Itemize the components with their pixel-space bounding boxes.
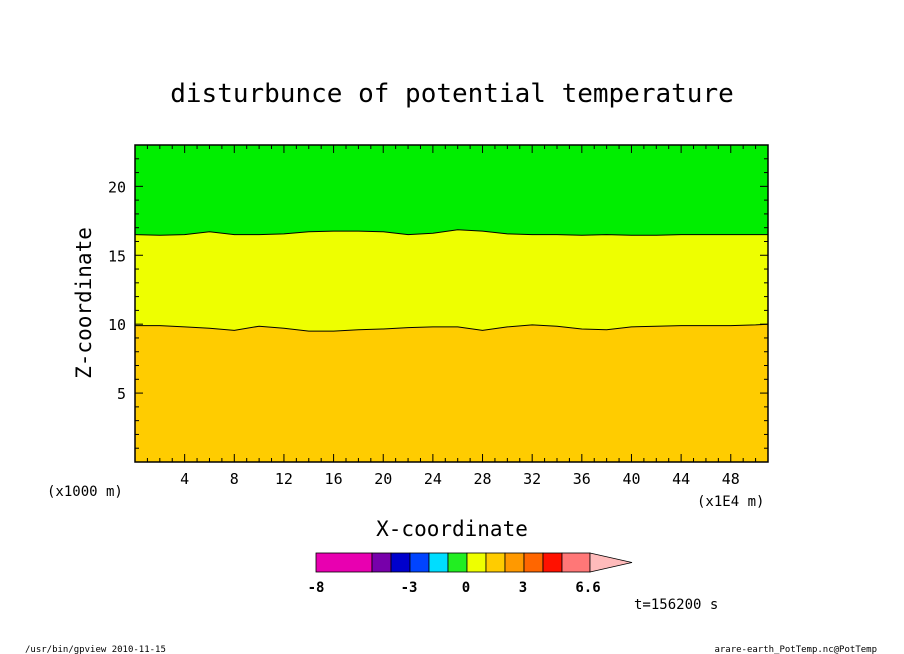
- x-tick-label: 36: [573, 470, 591, 488]
- band-minus1-to-0: [135, 145, 768, 236]
- y-axis-unit: (x1000 m): [47, 484, 123, 500]
- x-tick-label: 12: [275, 470, 293, 488]
- colorbar-tick-label: -3: [401, 580, 418, 596]
- colorbar-cell: [504, 552, 525, 573]
- x-tick-label: 24: [424, 470, 442, 488]
- colorbar-tick-label: -8: [308, 580, 325, 596]
- time-label: t=156200 s: [634, 597, 718, 613]
- x-tick-label: 44: [672, 470, 690, 488]
- colorbar-cell: [466, 552, 487, 573]
- y-tick-label: 5: [117, 385, 126, 403]
- colorbar-cell: [561, 552, 591, 573]
- band-1-to-2: [135, 324, 768, 462]
- contour-lines: [134, 229, 769, 332]
- colorbar-cell: [371, 552, 392, 573]
- colorbar-tick-label: 6.6: [575, 580, 600, 596]
- chart-title: disturbunce of potential temperature: [170, 79, 734, 109]
- plot-frame: [134, 144, 769, 463]
- colorbar-cell: [447, 552, 468, 573]
- y-tick-label: 20: [108, 178, 126, 196]
- x-tick-label: 4: [180, 470, 189, 488]
- colorbar-cell: [315, 552, 373, 573]
- contour-bands: [135, 145, 768, 462]
- x-axis-label: X-coordinate: [376, 517, 528, 541]
- y-tick-label: 10: [108, 316, 126, 334]
- colorbar-extension-arrow: [589, 552, 633, 573]
- colorbar: -8 -3 0 3 6.6: [308, 552, 633, 596]
- x-tick-label: 32: [523, 470, 541, 488]
- x-tick-label: 48: [722, 470, 740, 488]
- footer-right: arare-earth_PotTemp.nc@PotTemp: [714, 645, 877, 654]
- x-tick-label: 8: [230, 470, 239, 488]
- x-tick-label: 20: [374, 470, 392, 488]
- colorbar-cell: [390, 552, 411, 573]
- colorbar-cell: [409, 552, 430, 573]
- y-axis-label: Z-coordinate: [72, 227, 96, 379]
- x-tick-label: 40: [622, 470, 640, 488]
- colorbar-cell: [428, 552, 449, 573]
- colorbar-tick-label: 3: [519, 580, 527, 596]
- y-tick-label: 15: [108, 247, 126, 265]
- x-tick-label: 28: [473, 470, 491, 488]
- x-tick-label: 16: [325, 470, 343, 488]
- footer-left: /usr/bin/gpview 2010-11-15: [25, 645, 166, 654]
- x-axis-unit: (x1E4 m): [697, 494, 764, 510]
- contour-line-level-1: [135, 323, 769, 332]
- contour-line-level-0: [134, 229, 768, 236]
- colorbar-cell: [485, 552, 506, 573]
- band-0-to-1: [135, 229, 768, 332]
- colorbar-cell: [542, 552, 563, 573]
- colorbar-tick-label: 0: [462, 580, 470, 596]
- colorbar-cell: [523, 552, 544, 573]
